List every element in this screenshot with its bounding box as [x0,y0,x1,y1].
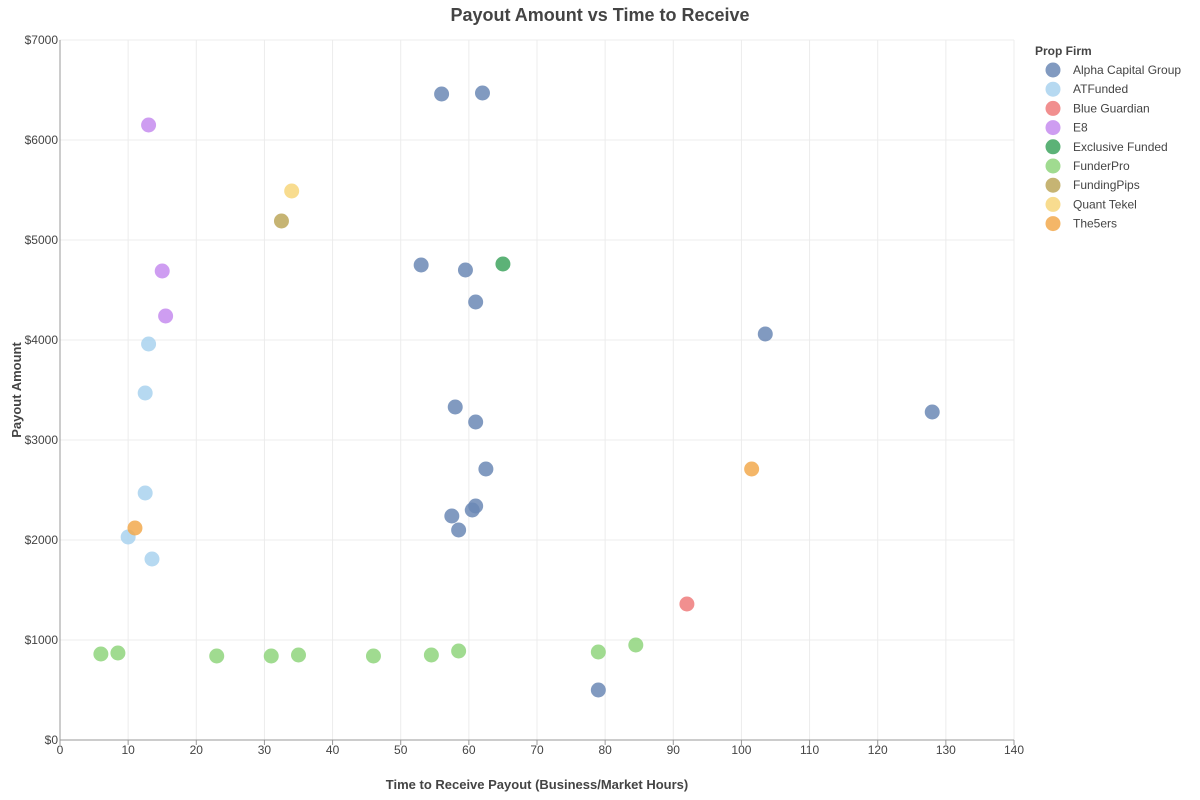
data-point [495,256,511,272]
grid [60,39,1015,740]
y-tick-label: $0 [45,733,59,747]
data-point [263,648,279,664]
legend-label: Quant Tekel [1073,197,1137,211]
y-tick-label: $2000 [25,533,59,547]
legend-marker [1045,158,1061,174]
y-tick-label: $6000 [25,133,59,147]
x-tick-label: 90 [667,743,681,757]
axes: 0 10 20 30 40 50 60 70 80 90 100 110 120 130 140 $0 $100… [25,33,1025,757]
data-point [413,257,429,273]
data-point [154,263,170,279]
data-point [451,643,467,659]
legend-label: Alpha Capital Group [1073,63,1181,77]
data-point [273,213,289,229]
legend-marker [1045,62,1061,78]
y-tick-label: $7000 [25,33,59,47]
legend-label: The5ers [1073,217,1117,231]
data-point [468,414,484,430]
data-point [144,551,160,567]
data-point [457,262,473,278]
x-tick-label: 60 [462,743,476,757]
y-tick-label: $1000 [25,633,59,647]
data-point [628,637,644,653]
data-point [590,644,606,660]
x-tick-label: 40 [326,743,340,757]
data-point [93,646,109,662]
data-point [434,86,450,102]
legend-marker [1045,196,1061,212]
data-point [474,85,490,101]
legend-marker [1045,216,1061,232]
x-tick-label: 10 [121,743,135,757]
x-tick-label: 20 [190,743,204,757]
x-tick-label: 140 [1004,743,1024,757]
data-point [291,647,306,663]
data-point [423,647,439,663]
x-tick-label: 0 [57,743,64,757]
data-point [284,183,300,199]
data-point [209,648,225,664]
legend-marker [1045,100,1061,116]
data-point [447,399,463,415]
data-point [478,461,494,477]
x-tick-label: 110 [800,743,819,757]
y-tick-label: $5000 [25,233,59,247]
data-point [137,385,153,401]
chart-title: Payout Amount vs Time to Receive [450,5,749,25]
legend-label: FunderPro [1073,159,1130,173]
legend-label: E8 [1073,121,1088,135]
data-point [451,522,467,538]
x-tick-label: 120 [868,743,888,757]
legend-marker [1045,120,1061,136]
data-point [924,404,940,420]
data-points [93,85,940,698]
data-point [158,308,174,324]
data-point [365,648,381,664]
y-tick-label: $3000 [25,433,59,447]
legend-label: Blue Guardian [1073,101,1150,115]
data-point [679,596,695,612]
data-point [757,326,773,342]
data-point [744,461,760,477]
y-axis-label: Payout Amount [9,342,24,438]
legend-title: Prop Firm [1035,44,1092,58]
data-point [444,508,460,524]
x-tick-label: 100 [731,743,751,757]
legend-label: ATFunded [1073,82,1128,96]
x-tick-label: 50 [394,743,408,757]
data-point [141,336,157,352]
data-point [468,294,484,310]
legend-marker [1045,177,1061,193]
legend-marker [1045,139,1061,155]
x-tick-label: 80 [598,743,612,757]
legend: Alpha Capital Group ATFunded Blue Guardian… [1045,62,1181,232]
data-point [590,682,606,698]
legend-marker [1045,81,1061,97]
legend-label: Exclusive Funded [1073,140,1168,154]
x-tick-label: 130 [936,743,956,757]
data-point [141,117,157,133]
x-tick-label: 70 [530,743,544,757]
x-tick-label: 30 [258,743,272,757]
legend-label: FundingPips [1073,178,1140,192]
data-point [127,520,143,536]
y-tick-label: $4000 [25,333,59,347]
data-point [464,502,480,518]
data-point [137,485,153,501]
data-point [110,645,126,661]
x-axis-label: Time to Receive Payout (Business/Market … [386,777,688,792]
